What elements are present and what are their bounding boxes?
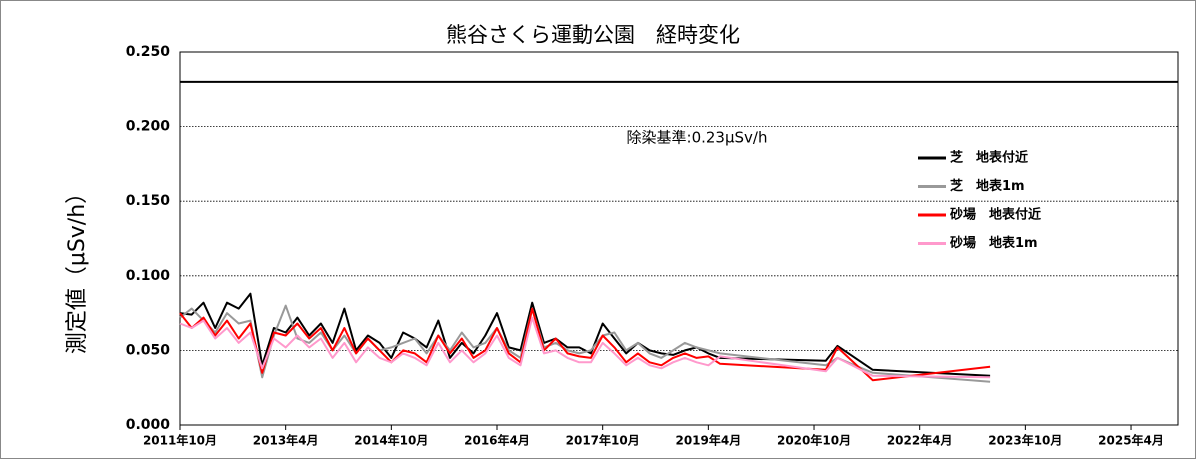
x-tick-label: 2013年4月 xyxy=(253,433,319,448)
x-tick-label: 2011年10月 xyxy=(143,433,217,448)
x-tick-label: 2017年10月 xyxy=(566,433,640,448)
x-tick-label: 2023年10月 xyxy=(988,433,1062,448)
legend-label: 芝 地表1m xyxy=(950,178,1025,194)
y-tick-label: 0.000 xyxy=(126,417,171,433)
y-tick-label: 0.200 xyxy=(126,119,171,135)
y-tick-label: 0.250 xyxy=(126,44,171,60)
legend-label: 芝 地表付近 xyxy=(950,150,1028,166)
chart-title: 熊谷さくら運動公園 経時変化 xyxy=(446,23,740,47)
x-tick-label: 2019年4月 xyxy=(675,433,741,448)
x-tick-label: 2022年4月 xyxy=(887,433,953,448)
reference-label: 除染基準:0.23μSv/h xyxy=(627,129,768,147)
y-axis-label: 測定値（μSv/h） xyxy=(65,182,90,354)
legend-label: 砂場 地表付近 xyxy=(949,207,1041,223)
x-tick-label: 2016年4月 xyxy=(464,433,530,448)
y-tick-label: 0.050 xyxy=(126,342,171,358)
series-line xyxy=(179,292,991,377)
x-tick-label: 2025年4月 xyxy=(1098,433,1164,448)
x-tick-label: 2014年10月 xyxy=(354,433,428,448)
series-line xyxy=(179,307,991,382)
y-tick-label: 0.100 xyxy=(126,268,171,284)
legend-label: 砂場 地表1m xyxy=(949,235,1038,251)
x-tick-label: 2020年10月 xyxy=(777,433,851,448)
y-tick-label: 0.150 xyxy=(126,193,171,209)
series-line xyxy=(179,304,991,383)
series-line xyxy=(179,316,991,379)
